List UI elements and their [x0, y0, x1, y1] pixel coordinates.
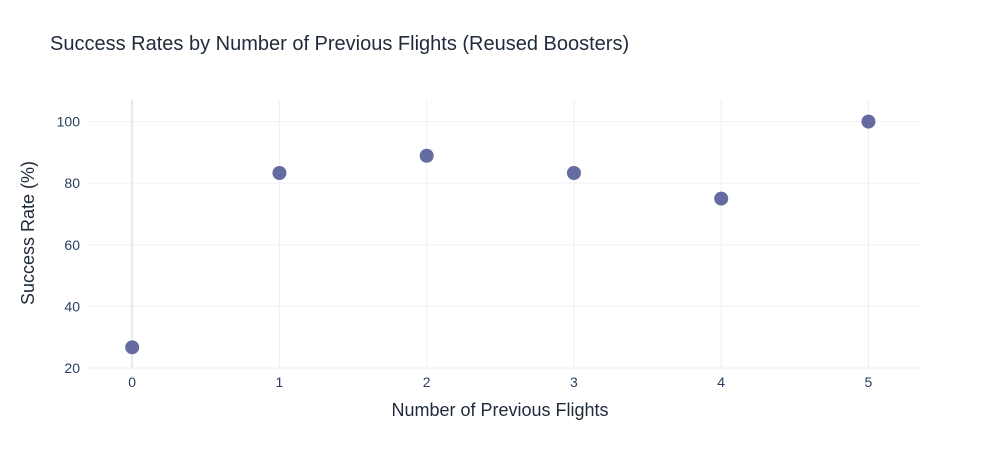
y-tick-label-80: 80: [64, 175, 80, 191]
y-tick-label-40: 40: [64, 298, 80, 314]
data-point-2[interactable]: [419, 148, 434, 163]
y-axis-title: Success Rate (%): [18, 161, 38, 305]
x-tick-label-2: 2: [423, 374, 431, 390]
x-tick-label-5: 5: [865, 374, 873, 390]
x-tick-label-1: 1: [276, 374, 284, 390]
x-tick-label-4: 4: [717, 374, 725, 390]
data-point-5[interactable]: [861, 114, 876, 129]
data-point-4[interactable]: [714, 191, 729, 206]
data-point-0[interactable]: [125, 340, 140, 355]
x-tick-label-0: 0: [128, 374, 136, 390]
data-point-3[interactable]: [566, 166, 581, 181]
tick-layer: 20 40 60 80 100 0 1 2 3 4 5: [57, 114, 873, 390]
x-axis-title: Number of Previous Flights: [391, 400, 608, 420]
points-layer: [125, 114, 876, 355]
data-point-1[interactable]: [272, 166, 287, 181]
y-tick-label-20: 20: [64, 360, 80, 376]
chart-title: Success Rates by Number of Previous Flig…: [50, 33, 629, 55]
x-tick-label-3: 3: [570, 374, 578, 390]
grid-layer: [88, 100, 920, 369]
y-tick-label-100: 100: [57, 114, 81, 130]
y-tick-label-60: 60: [64, 237, 80, 253]
